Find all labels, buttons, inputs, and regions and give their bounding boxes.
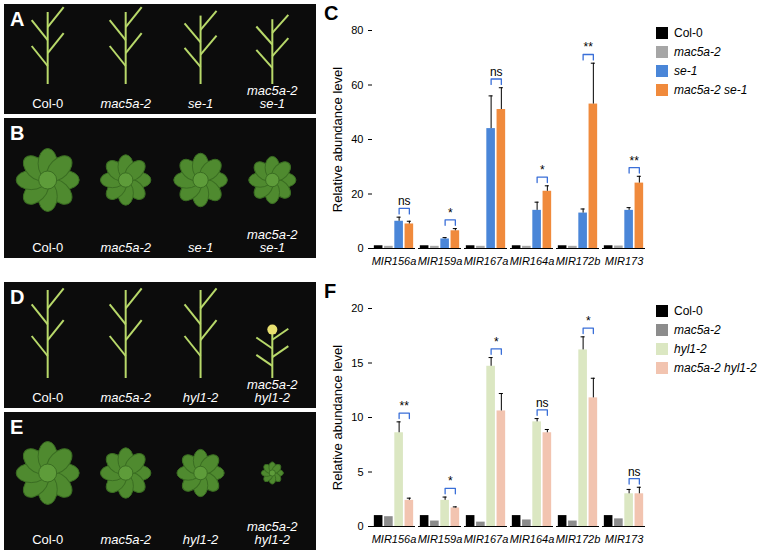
svg-text:B: B [10,122,24,144]
svg-text:MIR173: MIR173 [605,255,644,267]
svg-text:ns: ns [536,396,549,410]
svg-text:MIR167a: MIR167a [464,255,509,267]
html-text:se-1: se-1 [674,64,698,78]
svg-text:Relative abundance level: Relative abundance level [330,67,345,212]
svg-text:ns: ns [628,465,641,479]
svg-text:10: 10 [351,411,363,423]
svg-text:se-1: se-1 [188,240,213,255]
svg-text:*: * [448,474,453,488]
svg-text:mac5a-2se-1: mac5a-2se-1 [247,227,298,255]
html-text:Col-0: Col-0 [674,26,703,40]
svg-text:60: 60 [351,79,363,91]
svg-text:mac5a-2: mac5a-2 [100,390,151,405]
svg-text:se-1: se-1 [188,96,213,111]
svg-text:MIR156a: MIR156a [372,533,417,545]
html-text:Col-0: Col-0 [674,304,703,318]
svg-text:mac5a-2hyl1-2: mac5a-2hyl1-2 [247,377,298,405]
svg-text:mac5a-2se-1: mac5a-2se-1 [247,83,298,111]
svg-text:MIR156a: MIR156a [372,255,417,267]
svg-text:MIR167a: MIR167a [464,533,509,545]
svg-text:Col-0: Col-0 [32,390,63,405]
svg-text:5: 5 [357,466,363,478]
svg-text:mac5a-2hyl1-2: mac5a-2hyl1-2 [247,519,298,547]
svg-text:80: 80 [351,24,363,36]
svg-text:20: 20 [351,302,363,314]
svg-text:hyl1-2: hyl1-2 [183,532,219,547]
html-text:F: F [324,280,337,302]
svg-text:D: D [10,286,24,308]
svg-text:MIR172b: MIR172b [556,255,601,267]
svg-text:*: * [540,163,545,177]
svg-text:Col-0: Col-0 [32,240,63,255]
svg-text:20: 20 [351,188,363,200]
html-text:hyl1-2: hyl1-2 [674,342,707,356]
svg-text:*: * [586,314,591,328]
html-text:mac5a-2 se-1: mac5a-2 se-1 [674,83,748,97]
svg-text:A: A [10,8,24,30]
svg-text:MIR173: MIR173 [605,533,644,545]
html-text:mac5a-2 hyl1-2: mac5a-2 hyl1-2 [674,361,757,375]
svg-text:*: * [448,206,453,220]
html-text:C: C [324,2,339,24]
svg-text:MIR159a: MIR159a [418,533,463,545]
svg-text:**: ** [584,40,594,54]
html-text:mac5a-2: mac5a-2 [674,45,721,59]
svg-text:ns: ns [490,65,503,79]
svg-text:15: 15 [351,357,363,369]
svg-text:*: * [494,335,499,349]
svg-text:MIR172b: MIR172b [556,533,601,545]
svg-text:ns: ns [398,194,411,208]
svg-text:MIR159a: MIR159a [418,255,463,267]
svg-text:mac5a-2: mac5a-2 [100,96,151,111]
svg-text:MIR164a: MIR164a [510,255,555,267]
svg-text:MIR164a: MIR164a [510,533,555,545]
svg-text:**: ** [400,399,410,413]
svg-text:mac5a-2: mac5a-2 [100,532,151,547]
svg-text:0: 0 [357,520,363,532]
html-text:mac5a-2: mac5a-2 [674,323,721,337]
svg-text:hyl1-2: hyl1-2 [183,390,219,405]
svg-text:40: 40 [351,133,363,145]
svg-text:mac5a-2: mac5a-2 [100,240,151,255]
svg-text:Relative abundance level: Relative abundance level [330,345,345,490]
svg-text:Col-0: Col-0 [32,96,63,111]
svg-text:**: ** [630,154,640,168]
svg-text:0: 0 [357,242,363,254]
svg-text:E: E [10,416,23,438]
svg-text:Col-0: Col-0 [32,532,63,547]
